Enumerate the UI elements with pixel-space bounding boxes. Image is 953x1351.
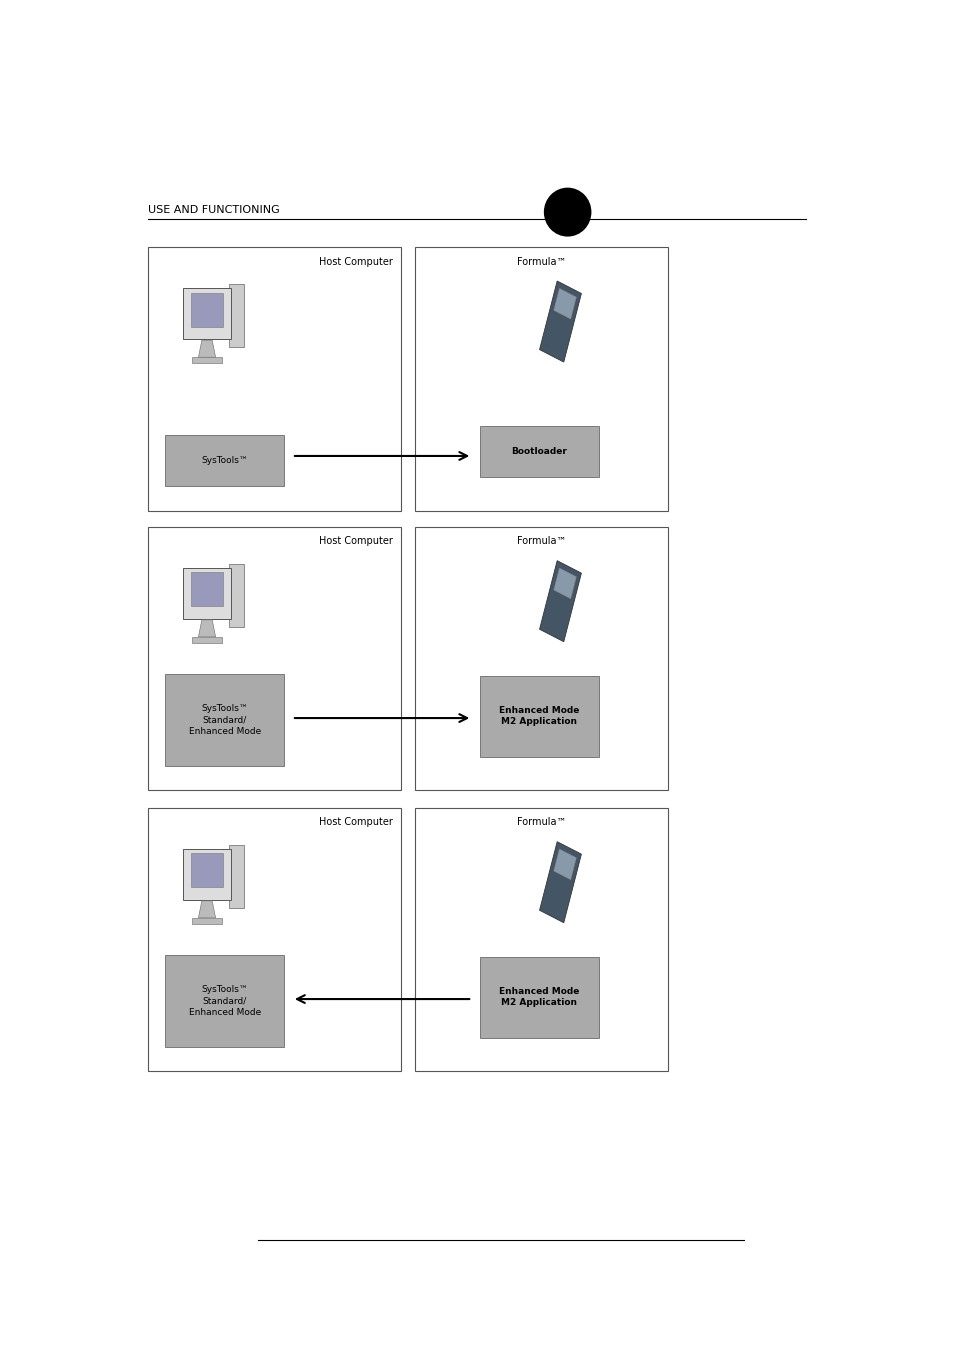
FancyBboxPatch shape <box>229 844 244 908</box>
Text: Enhanced Mode
M2 Application: Enhanced Mode M2 Application <box>498 988 579 1006</box>
Text: Bootloader: Bootloader <box>511 447 567 455</box>
Text: Formula™: Formula™ <box>517 257 565 266</box>
FancyBboxPatch shape <box>183 288 231 339</box>
Polygon shape <box>198 901 215 917</box>
Text: Formula™: Formula™ <box>517 817 565 827</box>
FancyBboxPatch shape <box>148 247 400 511</box>
FancyBboxPatch shape <box>415 247 667 511</box>
FancyBboxPatch shape <box>479 676 598 757</box>
Polygon shape <box>553 848 576 880</box>
FancyBboxPatch shape <box>165 955 284 1047</box>
FancyBboxPatch shape <box>415 808 667 1071</box>
FancyBboxPatch shape <box>191 573 223 607</box>
Text: Formula™: Formula™ <box>517 536 565 546</box>
FancyBboxPatch shape <box>183 567 231 619</box>
FancyBboxPatch shape <box>229 284 244 347</box>
FancyBboxPatch shape <box>191 854 223 888</box>
Text: SysTools™: SysTools™ <box>201 457 248 465</box>
FancyBboxPatch shape <box>479 426 598 477</box>
Text: Enhanced Mode
M2 Application: Enhanced Mode M2 Application <box>498 707 579 725</box>
Polygon shape <box>539 281 580 362</box>
Text: SysTools™
Standard/
Enhanced Mode: SysTools™ Standard/ Enhanced Mode <box>189 704 260 736</box>
Polygon shape <box>198 340 215 357</box>
Text: Host Computer: Host Computer <box>319 817 393 827</box>
Text: Host Computer: Host Computer <box>319 257 393 266</box>
FancyBboxPatch shape <box>165 674 284 766</box>
Polygon shape <box>553 288 576 319</box>
Polygon shape <box>192 357 222 363</box>
FancyBboxPatch shape <box>183 848 231 900</box>
FancyBboxPatch shape <box>191 293 223 327</box>
Polygon shape <box>198 620 215 636</box>
FancyBboxPatch shape <box>229 563 244 627</box>
FancyBboxPatch shape <box>165 435 284 486</box>
FancyBboxPatch shape <box>148 808 400 1071</box>
FancyBboxPatch shape <box>415 527 667 790</box>
Text: Host Computer: Host Computer <box>319 536 393 546</box>
Polygon shape <box>539 561 580 642</box>
Polygon shape <box>539 842 580 923</box>
Ellipse shape <box>544 188 590 236</box>
FancyBboxPatch shape <box>148 527 400 790</box>
Polygon shape <box>553 567 576 598</box>
Polygon shape <box>192 636 222 643</box>
Text: SysTools™
Standard/
Enhanced Mode: SysTools™ Standard/ Enhanced Mode <box>189 985 260 1017</box>
Polygon shape <box>192 917 222 924</box>
Text: USE AND FUNCTIONING: USE AND FUNCTIONING <box>148 205 279 215</box>
FancyBboxPatch shape <box>479 957 598 1038</box>
